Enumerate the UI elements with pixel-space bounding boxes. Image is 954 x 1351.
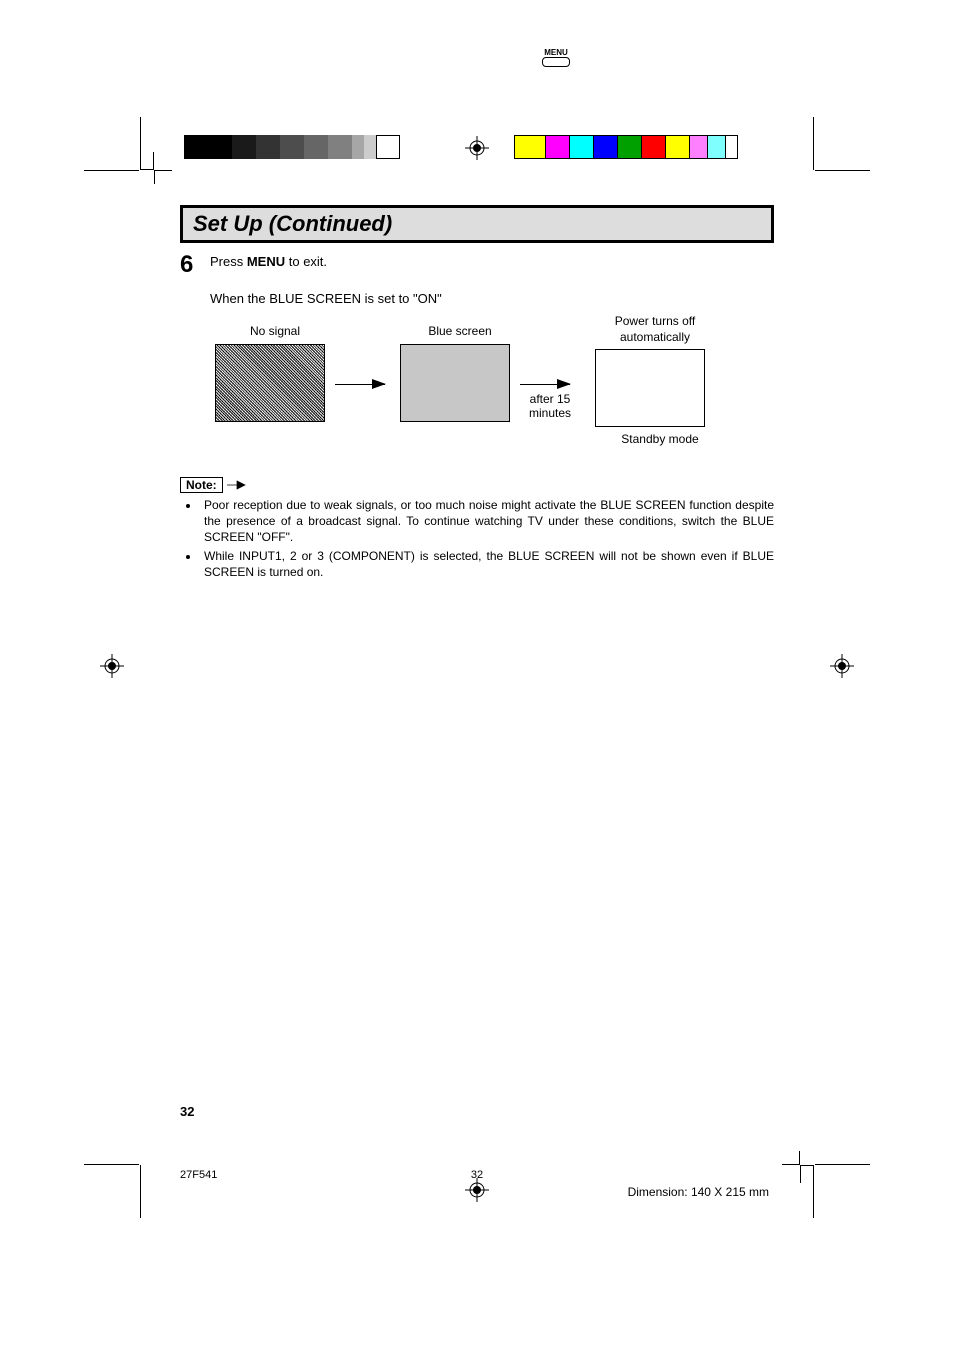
- swatch: [690, 135, 708, 159]
- subtext: When the BLUE SCREEN is set to "ON": [210, 291, 774, 306]
- swatch: [232, 135, 256, 159]
- swatch: [594, 135, 618, 159]
- crop-mark: [84, 1164, 139, 1165]
- no-signal-screen: [215, 344, 325, 422]
- step-6: 6 Press MENU to exit.: [180, 253, 774, 277]
- content-area: Set Up (Continued) 6 Press MENU to exit.…: [180, 205, 774, 582]
- after-15-min-label: after 15 minutes: [520, 392, 580, 421]
- note-list: Poor reception due to weak signals, or t…: [200, 497, 774, 580]
- step-number: 6: [180, 253, 210, 277]
- dimension-label: Dimension: 140 X 215 mm: [628, 1185, 769, 1199]
- no-signal-label: No signal: [235, 324, 315, 338]
- registration-mark-icon: [100, 654, 124, 678]
- note-section: Note: Poor reception due to weak signals…: [180, 476, 774, 580]
- swatch: [708, 135, 726, 159]
- standby-mode-label: Standby mode: [605, 432, 715, 446]
- swatch: [184, 135, 208, 159]
- swatch: [570, 135, 594, 159]
- arrow-icon: [335, 384, 385, 385]
- registration-mark-icon: [830, 654, 854, 678]
- crop-mark: [815, 1164, 870, 1165]
- registration-mark-icon: [465, 1178, 489, 1202]
- crop-mark: [813, 117, 814, 170]
- swatch: [642, 135, 666, 159]
- swatch: [666, 135, 690, 159]
- menu-button-label: MENU: [542, 48, 570, 57]
- registration-mark-icon: [465, 136, 489, 160]
- grayscale-colorbar: [184, 135, 400, 159]
- note-arrow-icon: [227, 480, 247, 490]
- blue-screen-diagram: No signal Blue screen after 15 minutes P…: [210, 324, 774, 454]
- crop-mark: [140, 1165, 141, 1218]
- swatch: [280, 135, 304, 159]
- menu-button-icon: MENU: [542, 48, 570, 67]
- footer: 27F541 32: [180, 1169, 774, 1181]
- step-text: Press MENU to exit.: [210, 253, 774, 271]
- step-text-suffix: to exit.: [285, 254, 327, 269]
- swatch: [328, 135, 352, 159]
- menu-button-shape: [542, 57, 570, 67]
- section-title: Set Up (Continued): [193, 211, 392, 236]
- arrow-icon: [520, 384, 570, 385]
- standby-screen: [595, 349, 705, 427]
- swatch: [256, 135, 280, 159]
- swatch: [208, 135, 232, 159]
- crop-mark: [815, 170, 870, 171]
- note-label: Note:: [180, 477, 223, 493]
- corner-mark: [154, 170, 172, 184]
- section-title-bar: Set Up (Continued): [180, 205, 774, 243]
- color-colorbar: [514, 135, 738, 159]
- swatch: [726, 135, 738, 159]
- corner-mark: [140, 152, 154, 170]
- corner-mark: [800, 1165, 814, 1183]
- page: MENU Set Up (Continued) 6 Press MENU to …: [0, 0, 954, 1351]
- step-text-bold: MENU: [247, 254, 285, 269]
- power-off-label: Power turns off automatically: [590, 314, 720, 345]
- blue-screen-label: Blue screen: [420, 324, 500, 338]
- swatch: [352, 135, 364, 159]
- corner-mark: [782, 1151, 800, 1165]
- footer-page: 32: [471, 1169, 483, 1181]
- crop-mark: [84, 170, 139, 171]
- swatch: [304, 135, 328, 159]
- footer-model: 27F541: [180, 1169, 217, 1181]
- swatch: [546, 135, 570, 159]
- swatch: [618, 135, 642, 159]
- swatch: [364, 135, 376, 159]
- page-number: 32: [180, 1104, 194, 1119]
- note-item: Poor reception due to weak signals, or t…: [200, 497, 774, 546]
- blue-screen-box: [400, 344, 510, 422]
- note-item: While INPUT1, 2 or 3 (COMPONENT) is sele…: [200, 548, 774, 580]
- swatch: [376, 135, 400, 159]
- step-text-prefix: Press: [210, 254, 247, 269]
- swatch: [514, 135, 546, 159]
